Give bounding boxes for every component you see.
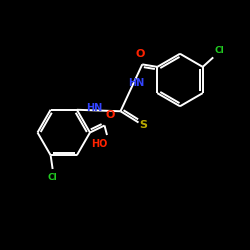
Text: O: O <box>106 110 115 120</box>
Text: O: O <box>136 49 145 59</box>
Text: HO: HO <box>91 139 107 149</box>
Text: Cl: Cl <box>214 46 224 56</box>
Text: Cl: Cl <box>48 174 58 182</box>
Text: HN: HN <box>86 103 102 113</box>
Text: S: S <box>139 120 147 130</box>
Text: HN: HN <box>128 78 144 88</box>
